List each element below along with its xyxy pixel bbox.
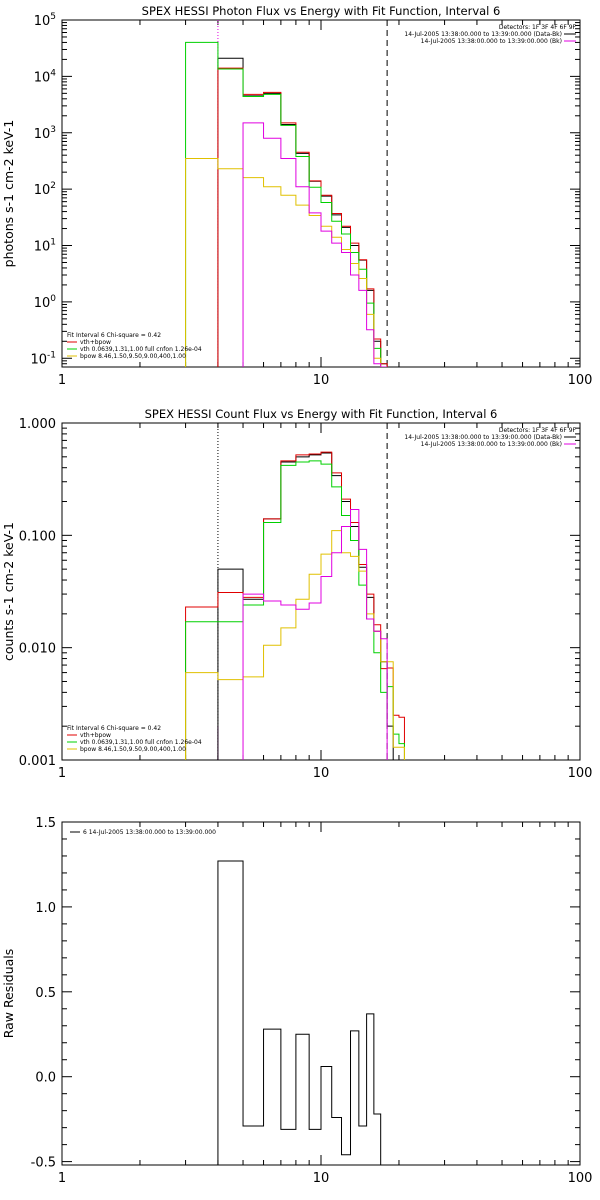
y-tick-base: 10 — [30, 352, 47, 367]
legend-left-line: vth 0.0639,1.31,1.00 full cnfon 1.26e-04 — [80, 346, 202, 353]
y-tick-base: 10 — [34, 127, 51, 142]
chart-title: SPEX HESSI Count Flux vs Energy with Fit… — [145, 407, 498, 421]
legend-right-line: 14-Jul-2005 13:38:00.000 to 13:39:00.000… — [404, 434, 562, 441]
legend-right-line: 14-Jul-2005 13:38:00.000 to 13:39:00.000… — [421, 38, 562, 45]
legend-left-line: bpow 8.46,1.50,9.50,9.00,400,1.00 — [80, 746, 186, 753]
y-axis-title: counts s-1 cm-2 keV-1 — [1, 522, 16, 661]
y-tick-base: 10 — [34, 296, 51, 311]
y-tick-label: 1.0 — [35, 901, 56, 916]
y-tick-base: 10 — [34, 70, 51, 85]
y-tick-label: 100 — [34, 294, 57, 311]
legend-left-line: Fit Interval 6 Chi-square = 0.42 — [67, 725, 161, 732]
y-tick-exponent: 0 — [50, 294, 56, 304]
y-tick-label: 1.5 — [35, 816, 56, 831]
y-tick-label: 10-1 — [30, 350, 56, 367]
chart-title: SPEX HESSI Photon Flux vs Energy with Fi… — [142, 4, 501, 18]
y-tick-label: 1.000 — [19, 417, 56, 432]
x-tick-label: 1 — [58, 1171, 66, 1186]
y-tick-label: 0.0 — [35, 1071, 56, 1086]
series-vth — [185, 41, 388, 367]
legend-left-line: bpow 8.46,1.50,9.50,9.00,400,1.00 — [80, 353, 186, 360]
y-tick-exponent: 1 — [50, 238, 56, 248]
y-tick-label: 105 — [34, 12, 56, 29]
y-tick-label: 0.5 — [35, 986, 56, 1001]
series-bpow — [185, 157, 388, 367]
y-axis-title: photons s-1 cm-2 keV-1 — [1, 120, 16, 268]
legend-right-line: Detectors: 1F 3F 4F 6F 9F — [499, 427, 577, 434]
y-tick-base: 10 — [34, 240, 51, 255]
x-tick-label: 100 — [568, 1171, 593, 1186]
legend-left-line: vth+bpow — [80, 732, 111, 739]
legend-left-line: vth+bpow — [80, 339, 111, 346]
series-residual — [242, 508, 388, 760]
y-tick-exponent: -1 — [47, 350, 56, 360]
panel-3: 1 10 100 -0.5 0.0 0.5 1.0 1.5 Raw Residuals 6 14-… — [1, 816, 592, 1186]
y-tick-label: 101 — [34, 238, 56, 255]
y-axis-title: Raw Residuals — [1, 949, 16, 1039]
y-tick-label: 0.010 — [19, 642, 56, 657]
y-tick-base: 10 — [34, 183, 51, 198]
legend-right-line: Detectors: 1F 3F 4F 6F 9F — [499, 24, 577, 31]
legend-left-line: Fit Interval 6 Chi-square = 0.42 — [67, 332, 161, 339]
y-tick-exponent: 4 — [50, 68, 56, 78]
series-residual — [217, 860, 388, 1165]
y-tick-label: 103 — [34, 125, 56, 142]
x-tick-label: 100 — [568, 373, 593, 388]
y-tick-label: 0.100 — [19, 529, 56, 544]
legend-right-line: 14-Jul-2005 13:38:00.000 to 13:39:00.000… — [421, 441, 562, 448]
series-bpow — [185, 530, 405, 760]
y-tick-exponent: 2 — [50, 181, 56, 191]
series-bpow-low — [242, 122, 388, 367]
legend-line: 6 14-Jul-2005 13:38:00.000 to 13:39:00.0… — [83, 829, 216, 836]
x-tick-label: 10 — [313, 1171, 330, 1186]
y-tick-label: -0.5 — [31, 1156, 56, 1171]
legend-left-line: vth 0.0639,1.31,1.00 full cnfon 1.26e-04 — [80, 739, 202, 746]
x-tick-label: 1 — [58, 373, 66, 388]
y-tick-label: 0.001 — [19, 754, 56, 769]
y-tick-exponent: 3 — [50, 125, 56, 135]
legend-right-line: 14-Jul-2005 13:38:00.000 to 13:39:00.000… — [404, 31, 562, 38]
x-tick-label: 10 — [313, 766, 330, 781]
y-tick-base: 10 — [34, 14, 51, 29]
x-tick-label: 1 — [58, 766, 66, 781]
x-tick-label: 100 — [568, 766, 593, 781]
y-tick-exponent: 5 — [50, 12, 56, 22]
x-tick-label: 10 — [313, 373, 330, 388]
y-tick-label: 104 — [34, 68, 57, 85]
panel-1: SPEX HESSI Photon Flux vs Energy with Fi… — [1, 4, 592, 388]
y-tick-label: 102 — [34, 181, 56, 198]
panel-2: SPEX HESSI Count Flux vs Energy with Fit… — [1, 407, 592, 781]
